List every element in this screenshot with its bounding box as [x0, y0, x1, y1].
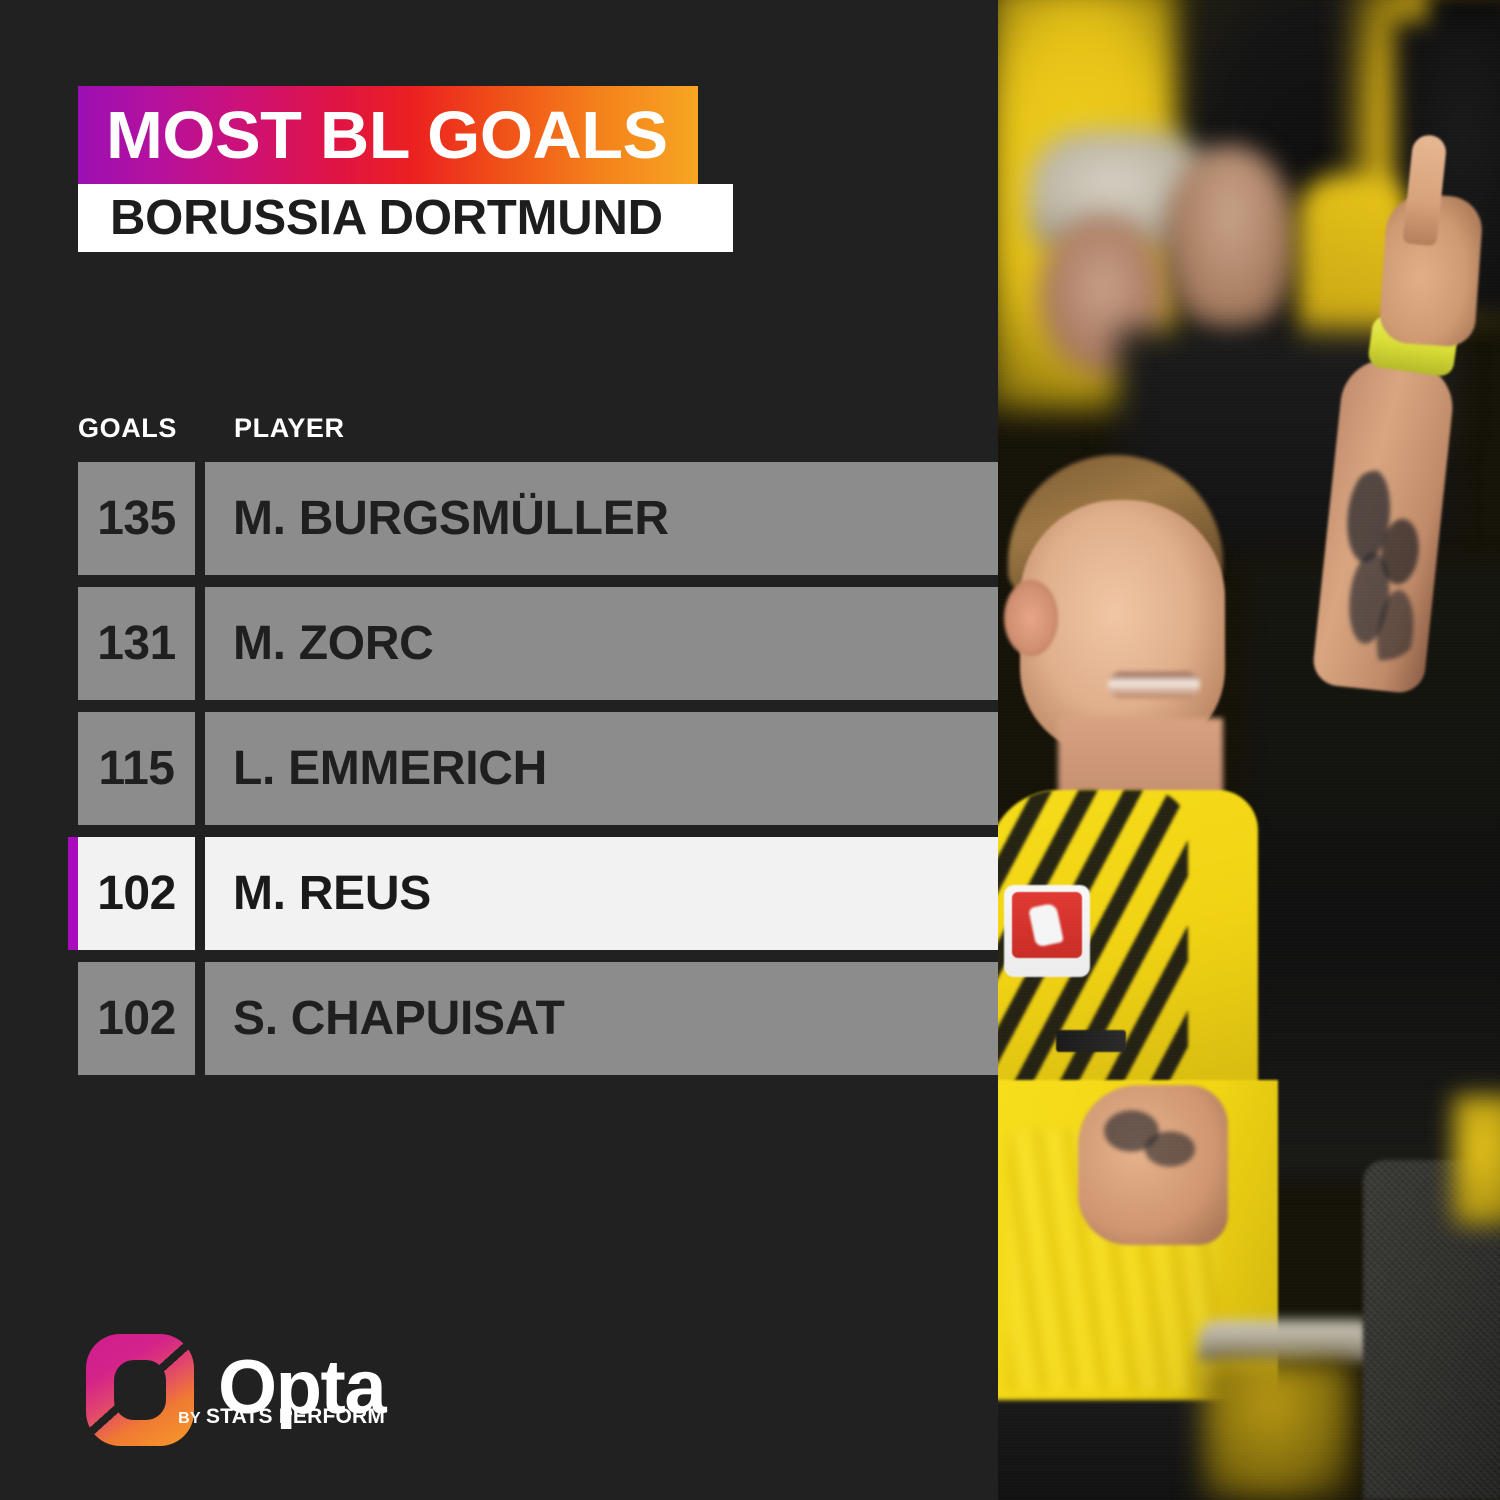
cell-gap: [195, 712, 205, 825]
opta-provider-line: BY STATS PERFORM: [178, 1405, 385, 1429]
player-name: L. EMMERICH: [233, 741, 548, 795]
photo-stadium-rail: [1198, 1320, 1378, 1362]
player-name: M. BURGSMÜLLER: [233, 491, 669, 545]
table-row-highlighted[interactable]: 102 M. REUS: [68, 837, 998, 950]
table-row[interactable]: 135 M. BURGSMÜLLER: [68, 462, 998, 575]
cell-player: S. CHAPUISAT: [205, 962, 998, 1075]
cell-goals: 102: [78, 837, 195, 950]
cell-gap: [195, 837, 205, 950]
column-header-player: PLAYER: [234, 413, 345, 443]
goals-value: 115: [98, 741, 175, 795]
cell-player: M. ZORC: [205, 587, 998, 700]
page-subtitle: BORUSSIA DORTMUND: [110, 190, 663, 245]
page-title: MOST BL GOALS: [106, 97, 668, 173]
player-name: M. ZORC: [233, 616, 434, 670]
cell-player: M. BURGSMÜLLER: [205, 462, 998, 575]
opta-logo: Opta BY STATS PERFORM: [80, 1328, 387, 1452]
row-accent-bar: [68, 587, 78, 700]
cell-goals: 115: [78, 712, 195, 825]
photo-shorts: [998, 1400, 1238, 1500]
photo-player-ear: [1004, 580, 1058, 656]
photo-right-yellow-glow: [1453, 1095, 1500, 1225]
player-photo: [998, 0, 1500, 1500]
cell-player: L. EMMERICH: [205, 712, 998, 825]
opta-provider-name: STATS PERFORM: [205, 1404, 386, 1428]
table-row[interactable]: 131 M. ZORC: [68, 587, 998, 700]
row-accent-bar: [68, 712, 78, 825]
row-accent-bar: [68, 962, 78, 1075]
photo-player-smile: [1108, 672, 1200, 698]
goals-value: 135: [97, 491, 176, 545]
photo-jersey-sponsor-tag: [1056, 1030, 1126, 1052]
player-name: S. CHAPUISAT: [233, 991, 565, 1045]
cell-gap: [195, 962, 205, 1075]
ranking-table: 135 M. BURGSMÜLLER 131 M. ZORC 115: [68, 462, 998, 1087]
cell-player: M. REUS: [205, 837, 998, 950]
cell-gap: [195, 587, 205, 700]
row-accent-bar: [68, 837, 78, 950]
table-row[interactable]: 115 L. EMMERICH: [68, 712, 998, 825]
opta-word: Opta: [218, 1345, 387, 1431]
cell-goals: 135: [78, 462, 195, 575]
table-column-headers: GOALS PLAYER: [78, 412, 678, 446]
column-header-goals: GOALS: [78, 413, 178, 443]
opta-wordmark: Opta BY STATS PERFORM: [178, 1345, 387, 1431]
title-gradient-banner: MOST BL GOALS: [78, 86, 698, 184]
title-block: MOST BL GOALS BORUSSIA DORTMUND: [78, 86, 733, 252]
row-accent-bar: [68, 462, 78, 575]
title-subtitle-banner: BORUSSIA DORTMUND: [78, 184, 733, 252]
table-row[interactable]: 102 S. CHAPUISAT: [68, 962, 998, 1075]
goals-value: 102: [97, 866, 176, 920]
cell-gap: [195, 462, 205, 575]
cell-goals: 131: [78, 587, 195, 700]
photo-lower-arm-tattoo: [1093, 1095, 1203, 1185]
cell-goals: 102: [78, 962, 195, 1075]
opta-ring-slash: [80, 1328, 204, 1452]
photo-lower-yellow-glow: [1203, 1360, 1353, 1500]
opta-by-label: BY: [178, 1409, 201, 1427]
goals-value: 131: [97, 616, 176, 670]
player-name: M. REUS: [233, 866, 431, 920]
opta-mark-icon: [80, 1328, 204, 1452]
goals-value: 102: [97, 991, 176, 1045]
photo-spectator-head-right: [1163, 145, 1298, 340]
